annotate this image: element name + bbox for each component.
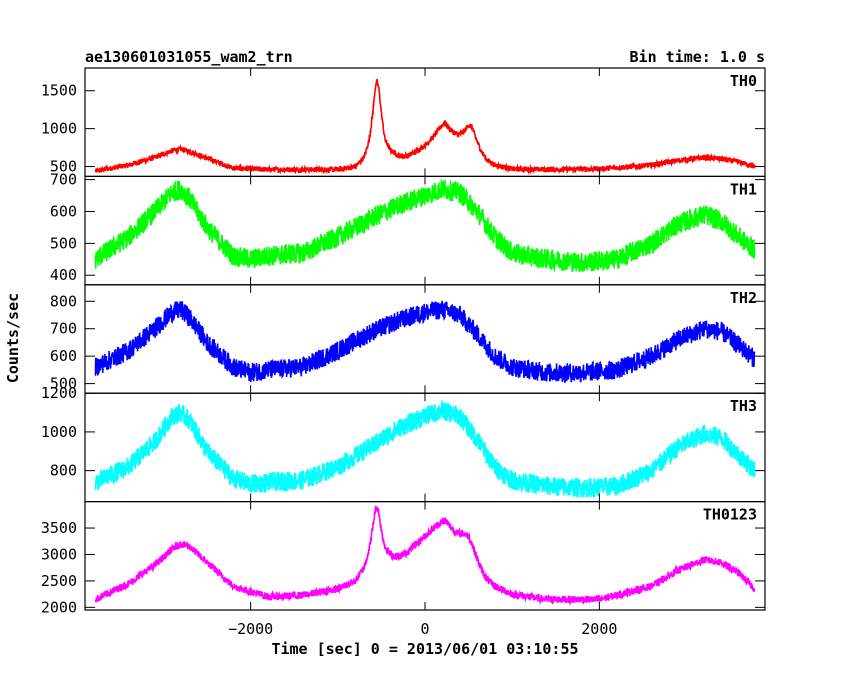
panel-label: TH0123: [703, 506, 757, 524]
panel-th0123: 2000 2500 3000 3500 TH0123: [41, 501, 766, 616]
panel-frame: [84, 67, 766, 178]
y-tick-label: 1000: [41, 120, 77, 138]
series-th0123: [94, 505, 756, 606]
y-tick-label: 800: [50, 292, 77, 310]
x-axis: −2000 0 2000: [228, 620, 617, 638]
series-th3: [94, 399, 756, 499]
panel-label: TH3: [730, 397, 757, 415]
y-tick-label: 2000: [41, 598, 77, 616]
bin-time-label: Bin time: 1.0 s: [630, 48, 765, 66]
panel-frame: [84, 501, 766, 611]
x-tick-label: −2000: [228, 620, 273, 638]
y-tick-label: 2500: [41, 572, 77, 590]
y-tick-label: 400: [50, 266, 77, 284]
y-tick-label: 3000: [41, 545, 77, 563]
series-th0: [94, 78, 756, 175]
x-tick-label: 2000: [581, 620, 617, 638]
y-tick-label: 600: [50, 347, 77, 365]
y-tick-label: 1500: [41, 82, 77, 100]
y-axis-label: Counts/sec: [4, 293, 22, 383]
chart-title: ae130601031055_wam2_trn: [85, 48, 293, 66]
panel-label: TH0: [730, 72, 757, 90]
y-tick-label: 500: [50, 375, 77, 393]
panel-th3: 800 1000 1200 TH3: [41, 384, 766, 503]
panel-th1: 400 500 600 700 TH1: [50, 171, 766, 286]
y-tick-label: 500: [50, 158, 77, 176]
y-tick-label: 1200: [41, 384, 77, 402]
panel-label: TH2: [730, 289, 757, 307]
y-tick-label: 500: [50, 234, 77, 252]
y-tick-label: 1000: [41, 423, 77, 441]
panel-th0: 500 1000 1500 TH0: [41, 67, 766, 178]
x-axis-label: Time [sec] 0 = 2013/06/01 03:10:55: [271, 640, 578, 658]
x-tick-label: 0: [420, 620, 429, 638]
series-th2: [94, 300, 756, 384]
y-tick-label: 600: [50, 202, 77, 220]
panel-stack: 500 1000 1500 TH0 400 500 600 700 TH1 500 600 700 80…: [41, 67, 766, 616]
y-tick-label: 3500: [41, 519, 77, 537]
y-tick-label: 700: [50, 171, 77, 189]
y-tick-label: 800: [50, 462, 77, 480]
panel-th2: 500 600 700 800 TH2: [50, 284, 766, 394]
y-tick-label: 700: [50, 320, 77, 338]
series-th1: [94, 178, 756, 273]
panel-frame: [84, 284, 766, 394]
panel-label: TH1: [730, 180, 757, 198]
